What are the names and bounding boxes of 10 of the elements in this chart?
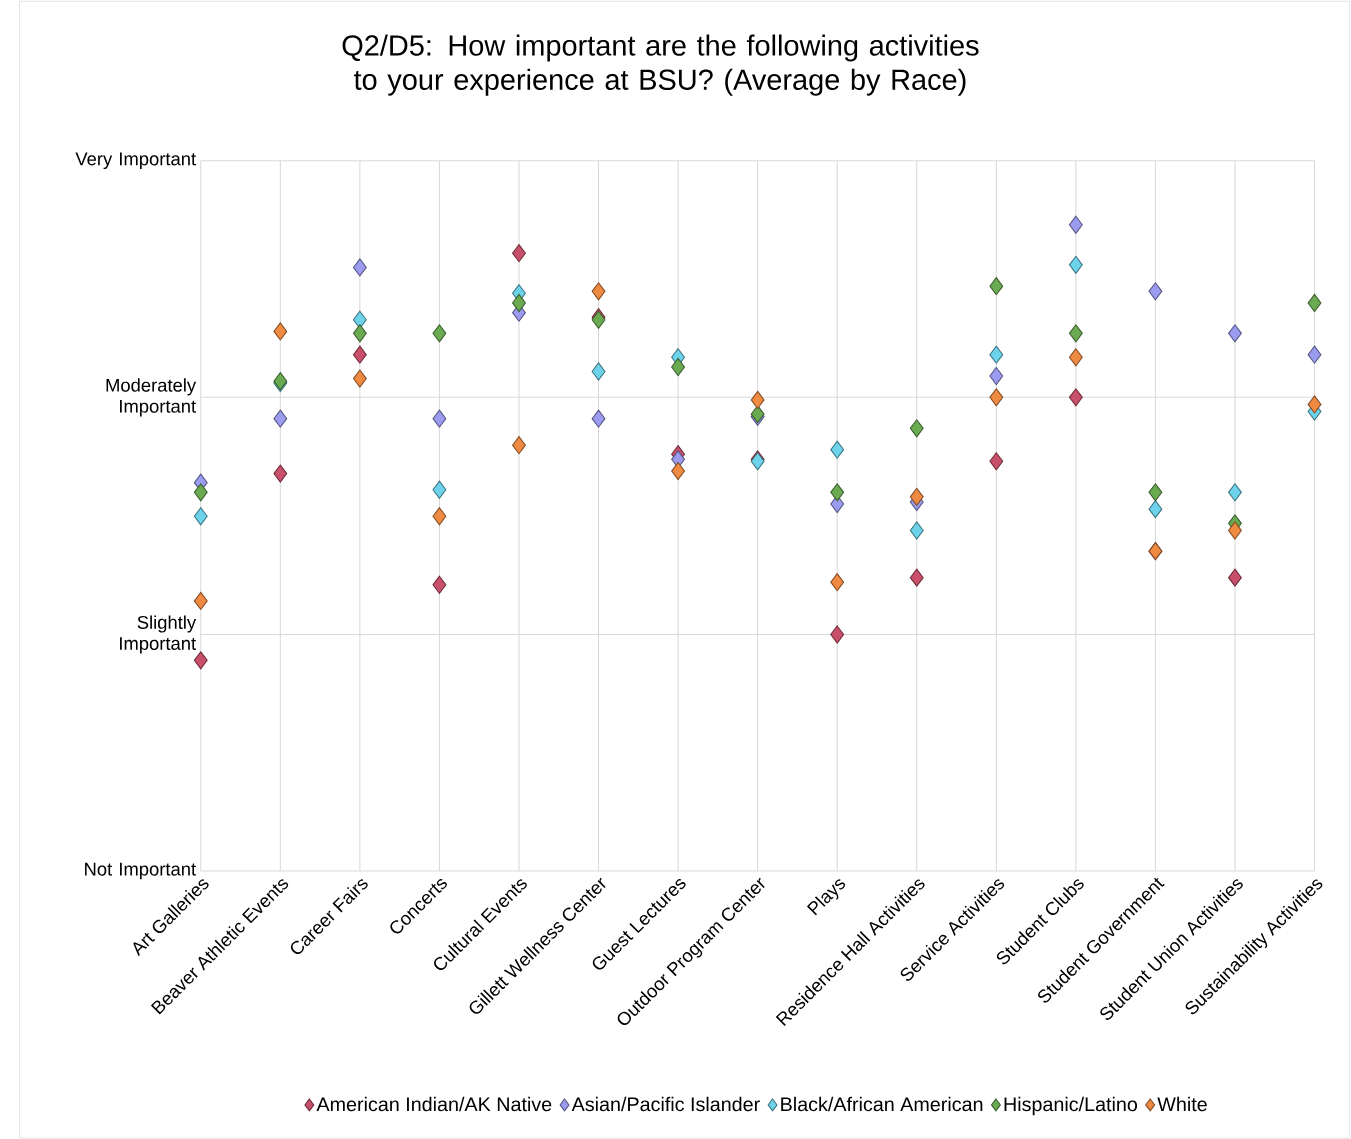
chart-title: Q2/D5: How important are the following activities to your experience at BSU? (Average by Race) [342,34,979,96]
text: Not Important [85,862,196,880]
legend-label: Hispanic/Latino [1004,1096,1138,1115]
ref-line-label: Very Important [75,152,196,169]
legend-label: American Indian/AK Native [316,1096,552,1112]
ref-line-label: Moderately Important [106,378,197,417]
ref-line-label: Slightly Important [120,615,197,654]
legend-label: Asian/Pacific Islander [571,1096,760,1112]
legend-label: Black/African American [781,1096,983,1112]
legend-label: White [1157,1096,1207,1112]
